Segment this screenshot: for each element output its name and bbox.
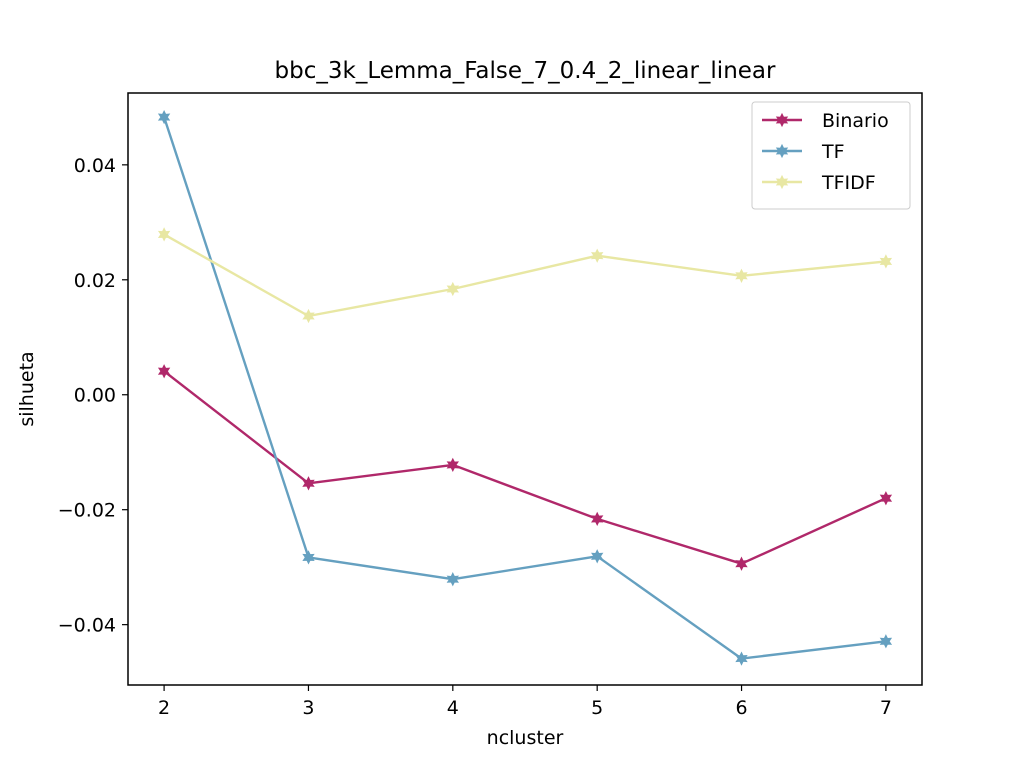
x-tick-label: 6 xyxy=(735,697,747,719)
data-point-tf xyxy=(446,572,459,587)
legend-label-binario: Binario xyxy=(822,110,889,132)
axis-ticks: 2 3 4 5 6 7 −0.04 −0.02 0.00 0.02 0.04 xyxy=(58,155,892,719)
data-point-tfidf xyxy=(879,254,893,269)
y-tick-label: 0.00 xyxy=(74,385,116,407)
data-point-tf xyxy=(302,550,315,565)
x-tick-label: 3 xyxy=(302,697,314,719)
chart-title: bbc_3k_Lemma_False_7_0.4_2_linear_linear xyxy=(275,58,777,84)
x-tick-label: 2 xyxy=(158,697,170,719)
y-tick-label: 0.04 xyxy=(74,155,116,177)
y-tick-label: −0.02 xyxy=(58,500,116,522)
data-point-binario xyxy=(879,491,893,506)
data-point-tfidf xyxy=(735,268,748,283)
legend-label-tf: TF xyxy=(821,141,845,163)
data-point-tfidf xyxy=(591,248,604,263)
legend-label-tfidf: TFIDF xyxy=(821,172,876,194)
plot-area xyxy=(157,109,893,666)
data-point-tfidf xyxy=(446,281,459,297)
x-axis-label: ncluster xyxy=(487,727,564,749)
legend-marker-tfidf xyxy=(775,174,789,190)
legend-marker-binario xyxy=(775,112,789,128)
legend: Binario TF TFIDF xyxy=(751,101,911,210)
data-point-binario xyxy=(591,511,604,527)
data-point-binario xyxy=(302,476,315,491)
series-tfidf xyxy=(157,227,893,324)
data-point-tfidf xyxy=(157,227,171,242)
x-tick-label: 5 xyxy=(591,697,603,719)
data-point-tf xyxy=(591,549,604,564)
series-line-tfidf xyxy=(163,233,887,318)
data-point-tfidf xyxy=(302,308,315,324)
y-tick-label: 0.02 xyxy=(74,270,116,292)
series-tf xyxy=(157,109,893,666)
data-point-tf xyxy=(735,651,748,666)
series-binario xyxy=(157,364,893,571)
y-axis-label: silhueta xyxy=(16,351,38,426)
y-tick-label: −0.04 xyxy=(58,615,116,637)
series-line-binario xyxy=(163,370,887,565)
data-point-binario xyxy=(446,457,459,473)
x-tick-label: 4 xyxy=(447,697,459,719)
legend-marker-tf xyxy=(775,143,789,159)
data-point-tf xyxy=(879,634,893,649)
x-tick-label: 7 xyxy=(880,697,892,719)
data-point-binario xyxy=(735,556,748,571)
series-line-tf xyxy=(162,116,887,660)
data-point-binario xyxy=(157,364,171,379)
data-point-tf xyxy=(157,109,171,125)
axes-frame xyxy=(127,92,923,686)
